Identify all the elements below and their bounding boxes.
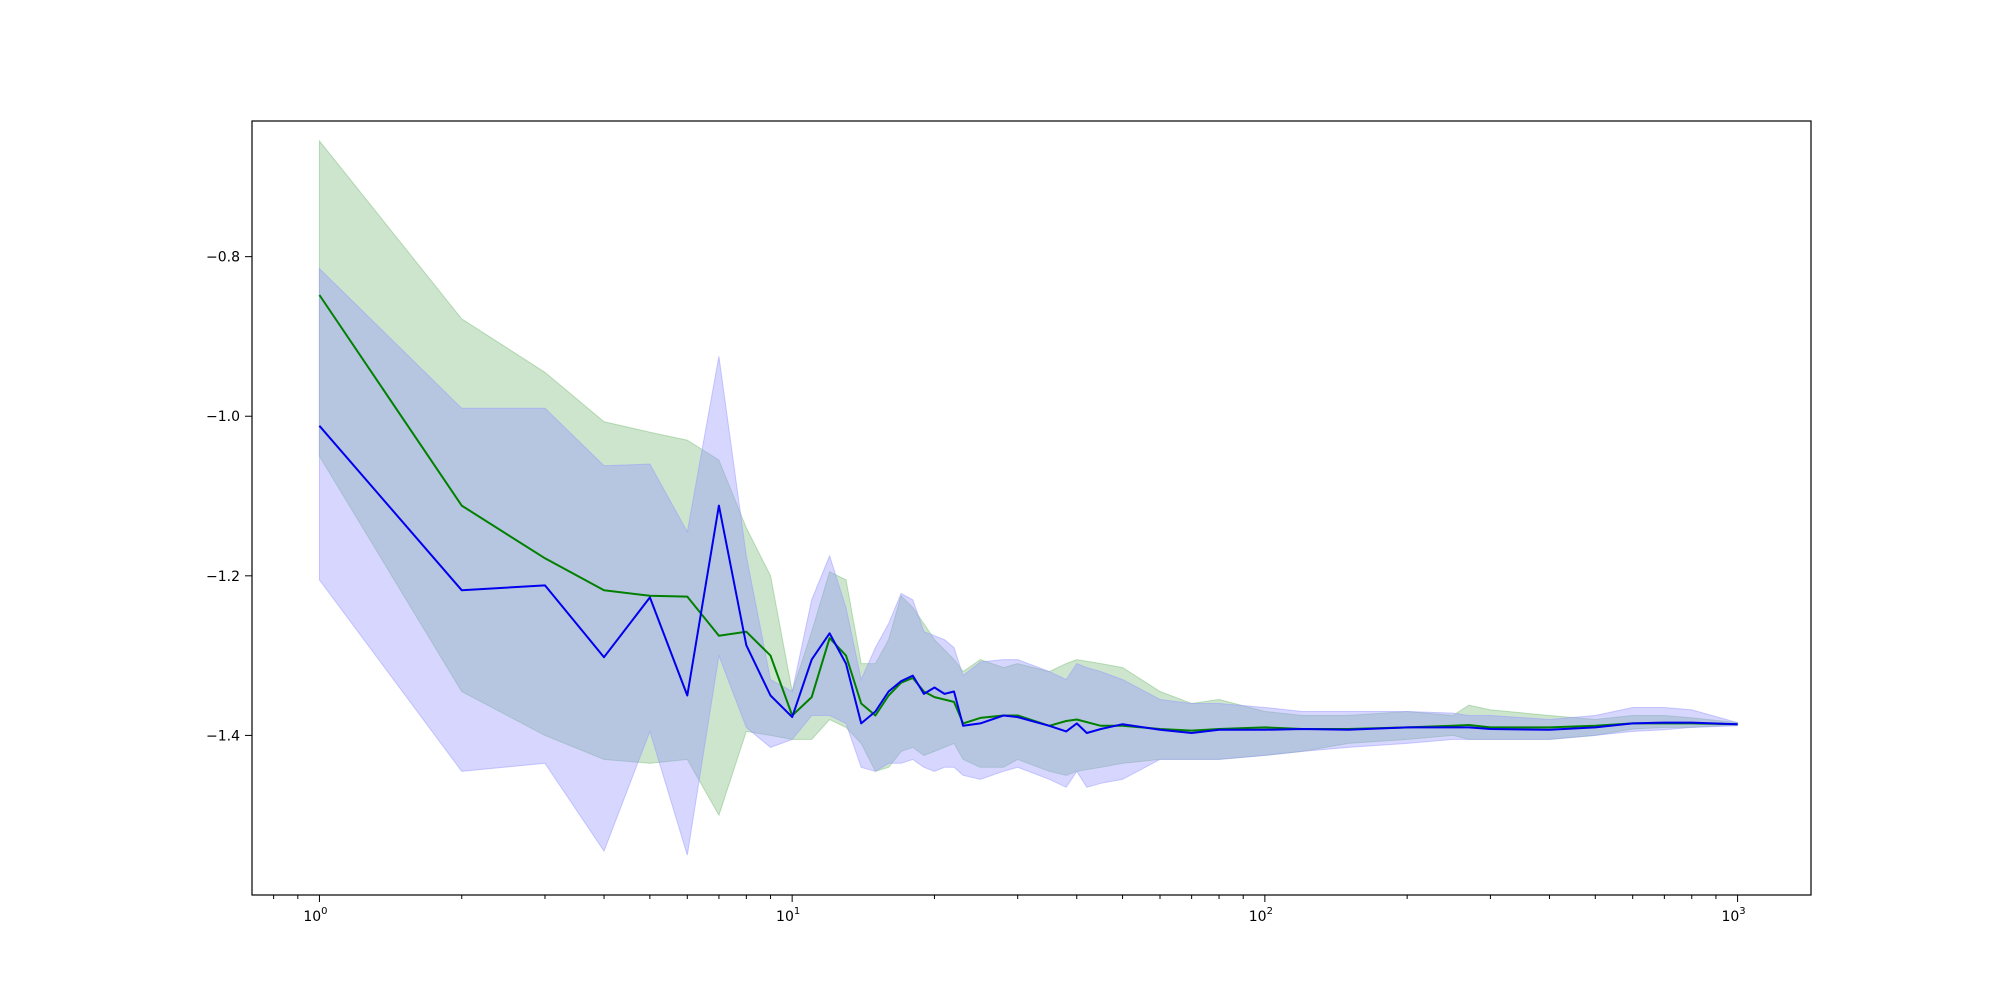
x-tick-label: 101 xyxy=(776,906,800,925)
axes-frame xyxy=(251,120,1812,896)
series-1-band xyxy=(318,267,1739,856)
series-0-line xyxy=(318,294,1738,732)
x-axis: 100 101 102 103 xyxy=(273,895,1746,925)
confidence-bands xyxy=(318,139,1739,856)
x-tick-label: 100 xyxy=(303,906,327,925)
x-tick-label: 102 xyxy=(1249,906,1273,925)
y-tick-label: −1.4 xyxy=(206,728,240,744)
y-axis: −0.8 −1.0 −1.2 −1.4 xyxy=(206,250,252,744)
series-1-line xyxy=(318,425,1738,734)
y-tick-label: −1.0 xyxy=(206,409,240,425)
x-tick-label: 103 xyxy=(1721,906,1745,925)
y-tick-label: −0.8 xyxy=(206,250,240,266)
series-lines xyxy=(318,294,1738,734)
y-tick-label: −1.2 xyxy=(206,569,240,585)
